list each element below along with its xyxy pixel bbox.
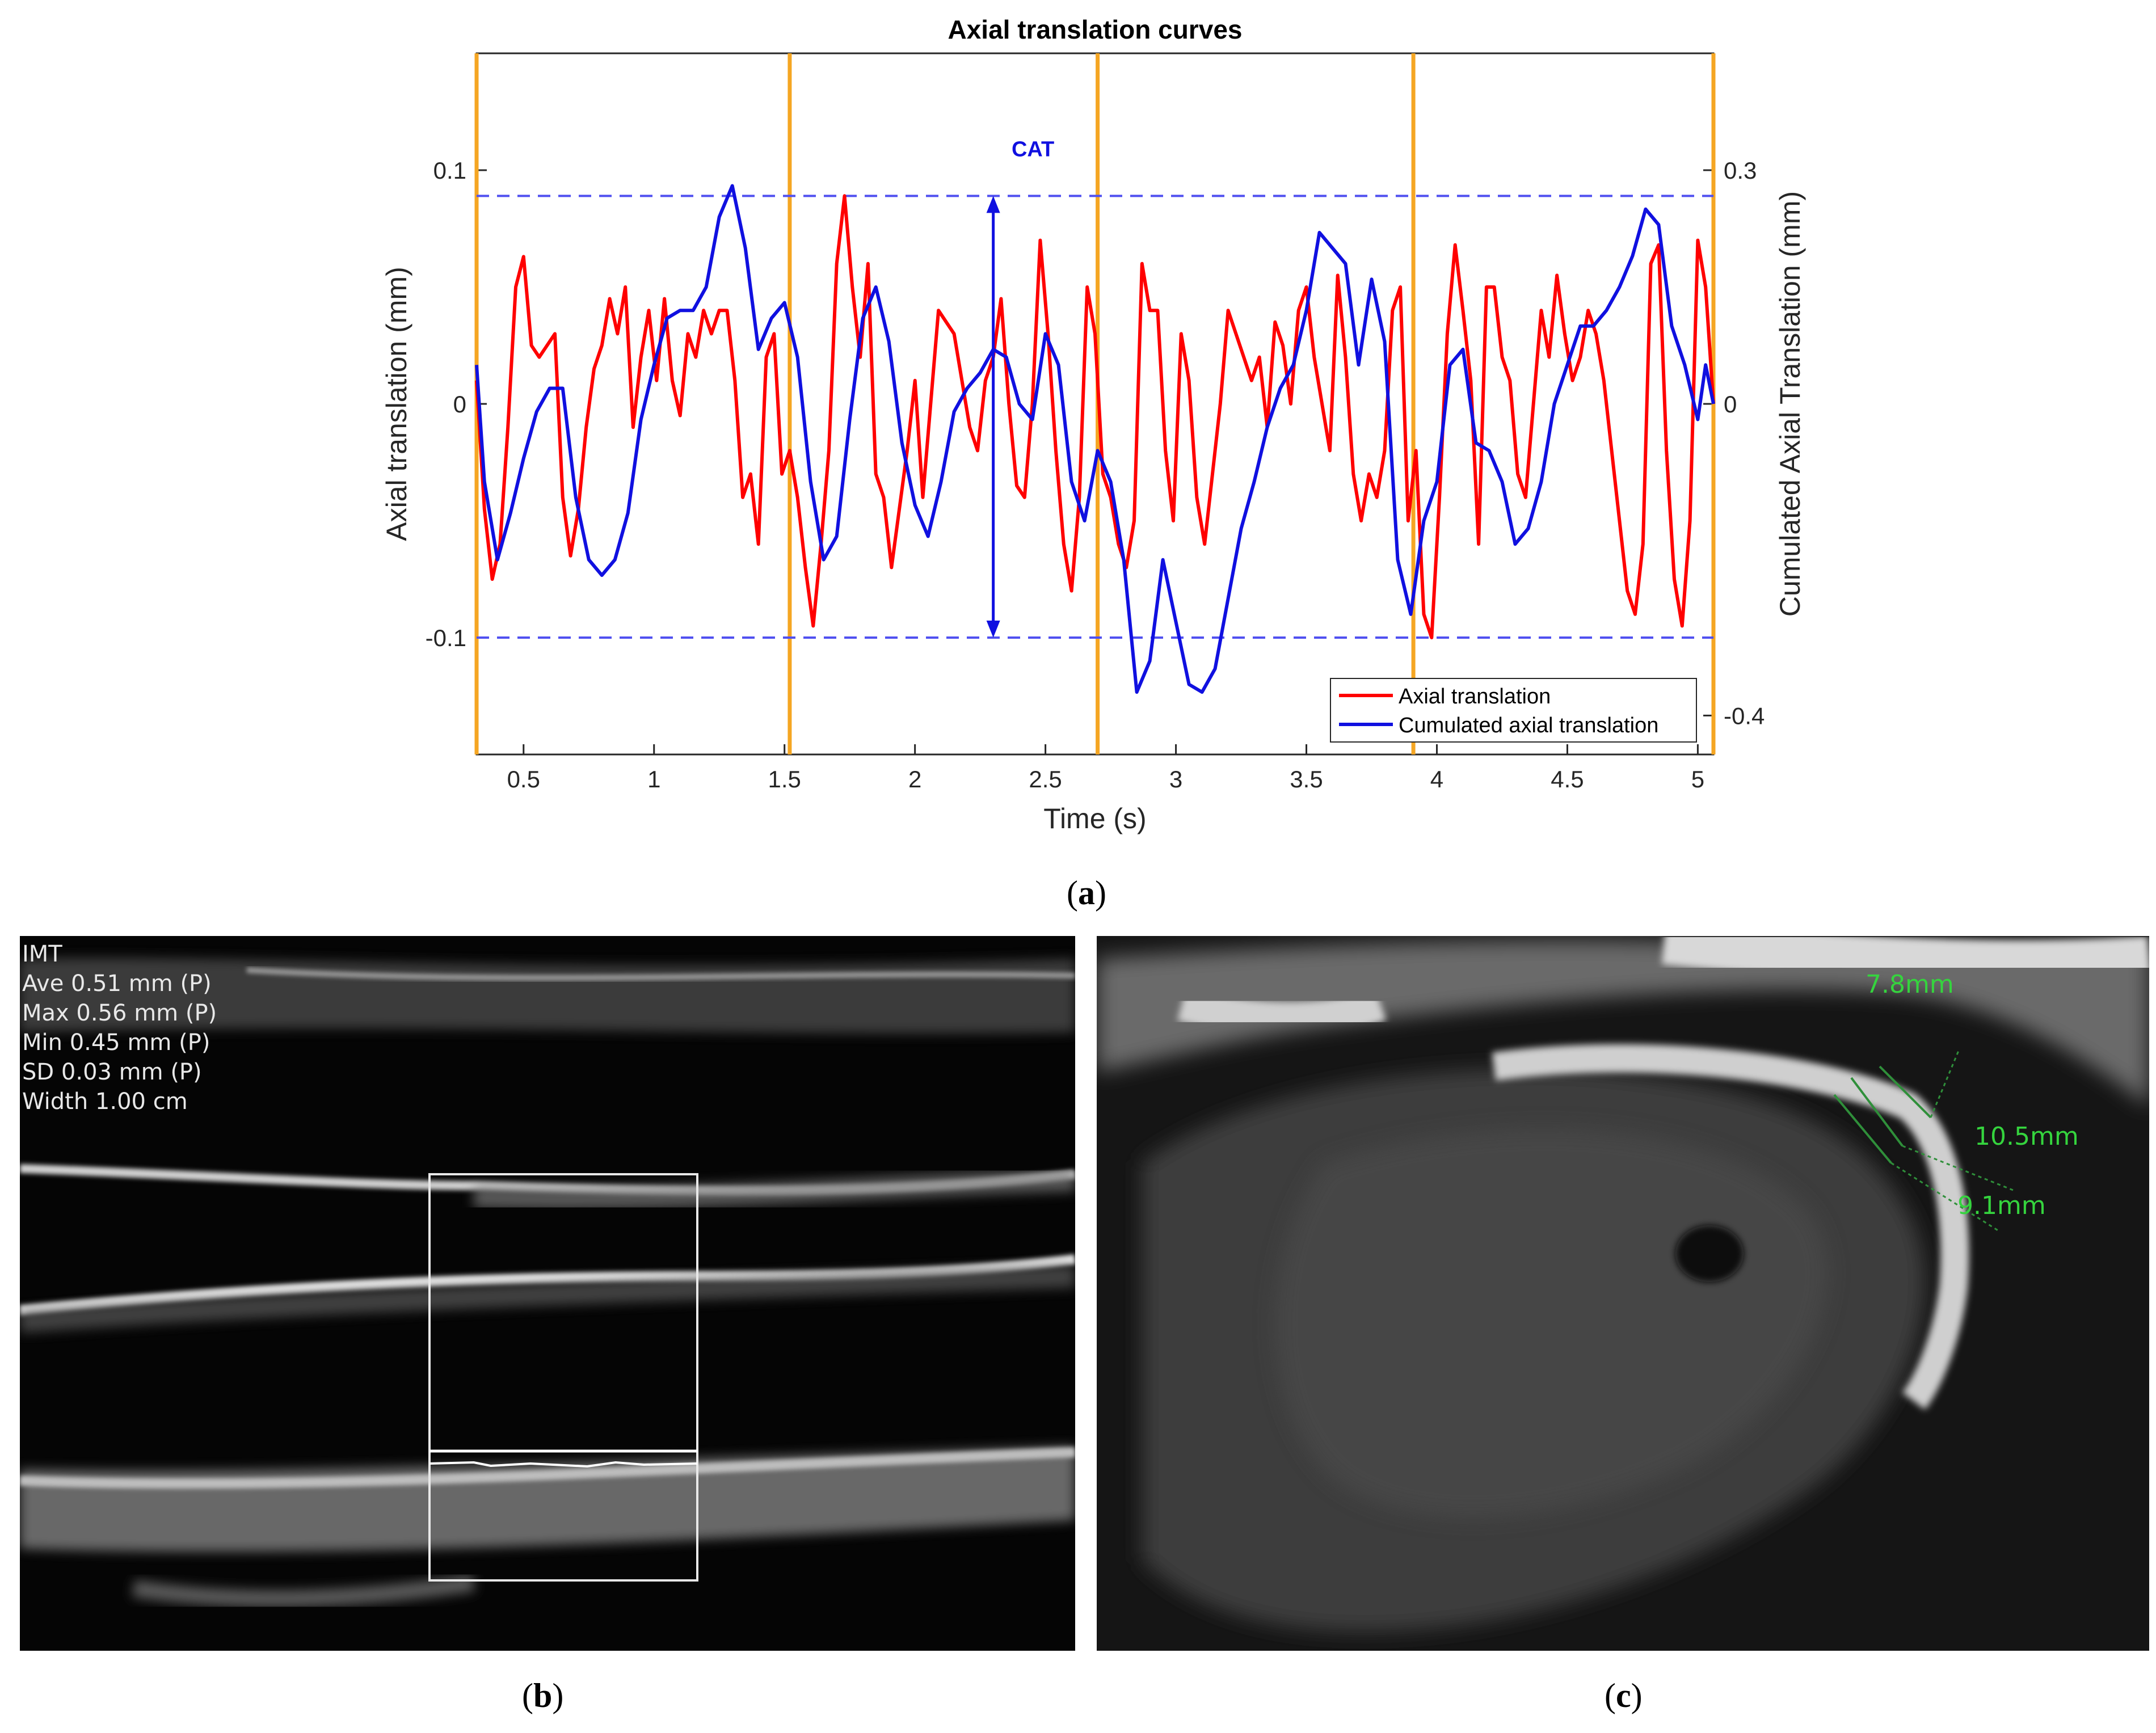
measurement-label-1: 7.8mm (1866, 970, 1954, 999)
y-tick-label-right: 0 (1724, 391, 1737, 418)
x-tick-label: 1.5 (768, 766, 801, 792)
imt-overlay-ave: Ave 0.51 mm (P) (22, 971, 212, 997)
x-tick-label: 4.5 (1551, 766, 1584, 792)
measurement-label-3: 9.1mm (1957, 1191, 2046, 1220)
cat-arrowhead-bottom (986, 621, 1000, 638)
y-tick-label-right: 0.3 (1724, 157, 1757, 184)
cat-arrowhead-top (986, 196, 1000, 213)
x-tick-label: 2 (908, 766, 921, 792)
imt-overlay-sd: SD 0.03 mm (P) (22, 1059, 202, 1085)
series-axial-translation (475, 194, 1715, 639)
x-tick-label: 3 (1169, 766, 1182, 792)
series-cumulated-axial-translation (475, 184, 1715, 694)
chart-title: Axial translation curves (948, 15, 1243, 44)
legend-box (1330, 678, 1697, 743)
x-tick-label: 2.5 (1029, 766, 1062, 792)
axial-translation-chart: Axial translation curves Time (s) Axial … (381, 15, 1806, 834)
x-tick-label: 5 (1691, 766, 1704, 792)
ultrasound-texture (20, 936, 1075, 1651)
y-tick-label-left: -0.1 (426, 625, 466, 651)
x-axis-label: Time (s) (1043, 803, 1146, 834)
plot-area (475, 52, 1715, 756)
legend-label-cumulated: Cumulated axial translation (1399, 714, 1658, 737)
vessel-wall-far (20, 1447, 1075, 1552)
measurement-label-2: 10.5mm (1974, 1122, 2079, 1151)
caption-c: (c) (1605, 1677, 1643, 1714)
mri-image: 7.8mm 10.5mm 9.1mm (1097, 936, 2149, 1651)
imt-overlay-title: IMT (22, 941, 62, 967)
y-tick-label-left: 0 (453, 391, 466, 418)
caption-b: (b) (522, 1677, 564, 1714)
imt-overlay-min: Min 0.45 mm (P) (22, 1030, 210, 1056)
x-tick-label: 1 (647, 766, 660, 792)
imt-overlay-width: Width 1.00 cm (22, 1089, 188, 1115)
x-tick-label: 0.5 (507, 766, 540, 792)
y-axis-label-right: Cumulated Axial Translation (mm) (1774, 191, 1806, 617)
x-tick-label: 4 (1430, 766, 1443, 792)
legend-label-axial: Axial translation (1399, 685, 1551, 709)
caption-a: (a) (1067, 874, 1106, 912)
cat-label: CAT (1012, 137, 1054, 161)
pericardial-fat (1492, 1044, 1969, 1410)
x-tick-label: 3.5 (1290, 766, 1323, 792)
y-tick-label-right: -0.4 (1724, 702, 1765, 729)
mri-texture (1097, 936, 2149, 1651)
ultrasound-image: IMT Ave 0.51 mm (P) Max 0.56 mm (P) Min … (20, 936, 1075, 1651)
legend: Axial translation Cumulated axial transl… (1330, 678, 1697, 743)
imt-roi-box (428, 1173, 698, 1582)
imt-overlay-max: Max 0.56 mm (P) (22, 1000, 217, 1026)
y-tick-label-left: 0.1 (433, 157, 466, 184)
y-axis-label-left: Axial translation (mm) (381, 267, 412, 541)
